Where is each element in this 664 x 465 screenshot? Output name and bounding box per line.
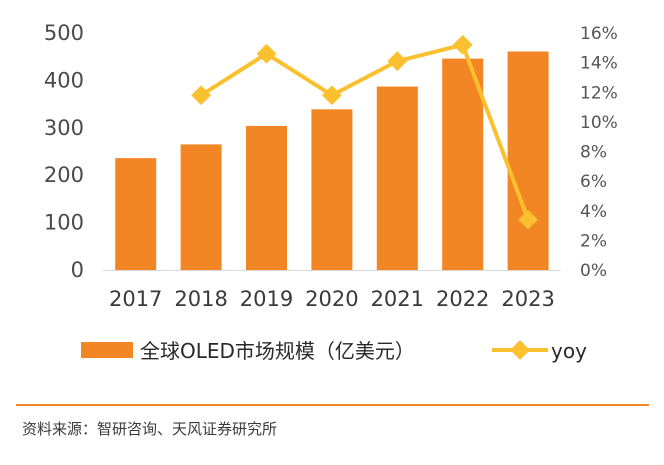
line-series	[191, 34, 538, 230]
x-tick-label: 2021	[371, 287, 424, 311]
legend-bar-swatch	[81, 342, 133, 358]
source-divider	[16, 404, 649, 406]
y-right-tick-label: 0%	[580, 261, 607, 281]
bar	[507, 51, 549, 271]
legend-line-label: yoy	[551, 339, 587, 363]
yoy-line	[200, 42, 530, 221]
x-tick-label: 2022	[436, 287, 489, 311]
legend-bar-label: 全球OLED市场规模（亿美元）	[140, 339, 415, 363]
yoy-point	[191, 85, 211, 106]
left-axis-ticks: 0 100 200 300 400 500	[44, 21, 84, 282]
y-left-tick-label: 300	[44, 116, 84, 140]
bar	[246, 125, 287, 271]
yoy-point	[256, 43, 277, 64]
y-right-tick-label: 6%	[580, 172, 607, 192]
x-axis-ticks: 2017 2018 2019 2020 2021 2022 2023	[109, 287, 555, 311]
right-axis-ticks: 0% 2% 4% 6% 8% 10% 12% 14% 16%	[580, 24, 618, 281]
y-right-tick-label: 2%	[580, 231, 607, 251]
yoy-point	[387, 51, 408, 72]
yoy-point	[452, 34, 473, 55]
y-right-tick-label: 12%	[580, 83, 618, 103]
bar	[376, 86, 418, 270]
y-right-tick-label: 8%	[580, 143, 607, 163]
x-tick-label: 2017	[109, 287, 162, 311]
y-right-tick-label: 4%	[580, 202, 607, 222]
y-right-tick-label: 10%	[580, 113, 618, 133]
x-tick-label: 2019	[240, 287, 293, 311]
y-left-tick-label: 100	[44, 211, 84, 235]
y-right-tick-label: 16%	[580, 24, 618, 44]
y-left-tick-label: 400	[44, 68, 84, 92]
y-right-tick-label: 14%	[580, 54, 618, 74]
bar	[442, 58, 484, 270]
x-tick-label: 2020	[305, 287, 358, 311]
bar	[115, 158, 157, 270]
legend: 全球OLED市场规模（亿美元） yoy	[81, 339, 587, 363]
y-left-tick-label: 0	[71, 258, 84, 282]
y-left-tick-label: 500	[44, 21, 84, 45]
bar	[311, 109, 353, 271]
yoy-point	[322, 85, 342, 106]
x-tick-label: 2023	[501, 287, 554, 311]
x-tick-label: 2018	[174, 287, 227, 311]
bar-series	[115, 51, 549, 271]
legend-line-marker	[510, 340, 530, 360]
bar	[180, 144, 222, 270]
source-note: 资料来源：智研咨询、天风证券研究所	[22, 420, 278, 438]
y-left-tick-label: 200	[44, 163, 84, 187]
